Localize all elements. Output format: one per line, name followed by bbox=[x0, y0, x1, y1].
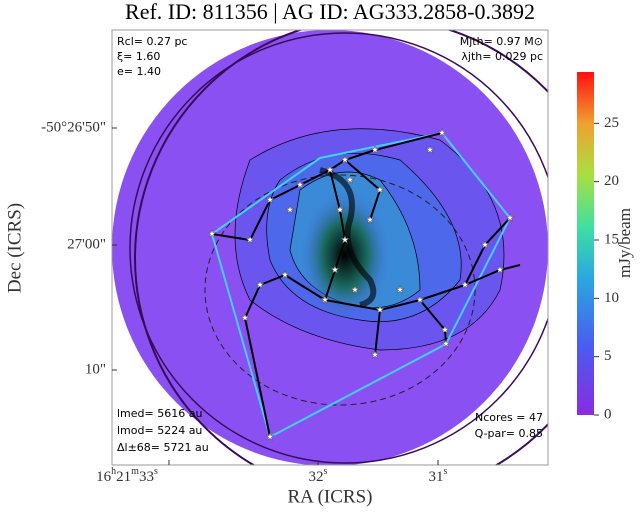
svg-text:★: ★ bbox=[416, 295, 425, 306]
svg-text:★: ★ bbox=[331, 265, 340, 276]
annotation: ξ= 1.60 bbox=[117, 50, 160, 63]
svg-text:★: ★ bbox=[351, 285, 360, 296]
svg-text:★: ★ bbox=[246, 235, 255, 246]
svg-text:★: ★ bbox=[256, 280, 265, 291]
annotation: lmod= 5224 au bbox=[117, 424, 202, 437]
y-tick-label: 10" bbox=[85, 361, 106, 377]
annotation: Q-par= 0.85 bbox=[475, 427, 543, 440]
image: ★ ★ ★ ★ ★ ★ ★ ★ ★ ★ ★ ★ ★ ★ ★ ★ ★ ★ ★ ★ ★ ★ ★ ★ ★ ★ ★ ★ ★ ★ ★ ★ bbox=[112, 30, 548, 465]
svg-text:★: ★ bbox=[442, 339, 451, 350]
annotation: e= 1.40 bbox=[117, 65, 161, 78]
colorbar-label: mJy/beam bbox=[615, 208, 634, 278]
svg-text:★: ★ bbox=[341, 235, 350, 246]
colorbar bbox=[577, 72, 594, 415]
svg-text:★: ★ bbox=[326, 165, 335, 176]
colorbar-tick-label: 15 bbox=[604, 231, 619, 247]
title: Ref. ID: 811356 | AG ID: AG333.2858-0.38… bbox=[125, 0, 535, 24]
svg-text:★: ★ bbox=[481, 240, 490, 251]
svg-text:★: ★ bbox=[371, 350, 380, 361]
svg-text:★: ★ bbox=[461, 280, 470, 291]
svg-text:★: ★ bbox=[336, 205, 345, 216]
annotation: Δl±68= 5721 au bbox=[117, 441, 209, 454]
y-tick-label: -50°26'50" bbox=[41, 119, 106, 135]
svg-text:★: ★ bbox=[438, 128, 447, 139]
colorbar-tick-label: 0 bbox=[604, 406, 612, 422]
annotation: Ncores = 47 bbox=[475, 411, 543, 424]
svg-text:★: ★ bbox=[241, 313, 250, 324]
svg-text:★: ★ bbox=[366, 215, 375, 226]
svg-text:★: ★ bbox=[281, 270, 290, 281]
svg-text:★: ★ bbox=[266, 195, 275, 206]
colorbar-tick-label: 5 bbox=[604, 348, 612, 364]
annotations: Rcl= 0.27 pc ξ= 1.60 e= 1.40 Mjth= 0.97 M⊙ λ… bbox=[117, 35, 543, 454]
annotation: Mjth= 0.97 M⊙ bbox=[460, 35, 543, 48]
svg-text:★: ★ bbox=[286, 205, 295, 216]
svg-text:★: ★ bbox=[441, 325, 450, 336]
annotation: λjth= 0.029 pc bbox=[461, 50, 543, 63]
colorbar-tick-label: 25 bbox=[604, 115, 619, 131]
svg-text:★: ★ bbox=[208, 229, 217, 240]
x-tick-label: 16h21m33s bbox=[96, 466, 158, 485]
svg-text:★: ★ bbox=[496, 265, 505, 276]
svg-text:★: ★ bbox=[296, 180, 305, 191]
x-axis-label: RA (ICRS) bbox=[288, 486, 373, 507]
svg-text:★: ★ bbox=[346, 175, 355, 186]
svg-text:★: ★ bbox=[396, 285, 405, 296]
y-tick-label: 27'00" bbox=[67, 236, 106, 252]
x-tick-label: 32s bbox=[309, 466, 328, 485]
annotation: Rcl= 0.27 pc bbox=[117, 35, 187, 48]
svg-text:★: ★ bbox=[266, 432, 275, 443]
x-tick-label: 31s bbox=[429, 466, 448, 485]
svg-text:★: ★ bbox=[321, 295, 330, 306]
svg-text:★: ★ bbox=[506, 213, 515, 224]
svg-text:★: ★ bbox=[341, 155, 350, 166]
axes-frame bbox=[111, 29, 549, 466]
svg-text:★: ★ bbox=[376, 185, 385, 196]
svg-text:★: ★ bbox=[371, 145, 380, 156]
annotation: lmed= 5616 au bbox=[117, 407, 202, 420]
svg-text:★: ★ bbox=[426, 145, 435, 156]
colorbar-tick-label: 20 bbox=[604, 173, 619, 189]
svg-text:★: ★ bbox=[376, 305, 385, 316]
colorbar-tick-label: 10 bbox=[604, 290, 619, 306]
y-axis-label: Dec (ICRS) bbox=[4, 203, 25, 293]
